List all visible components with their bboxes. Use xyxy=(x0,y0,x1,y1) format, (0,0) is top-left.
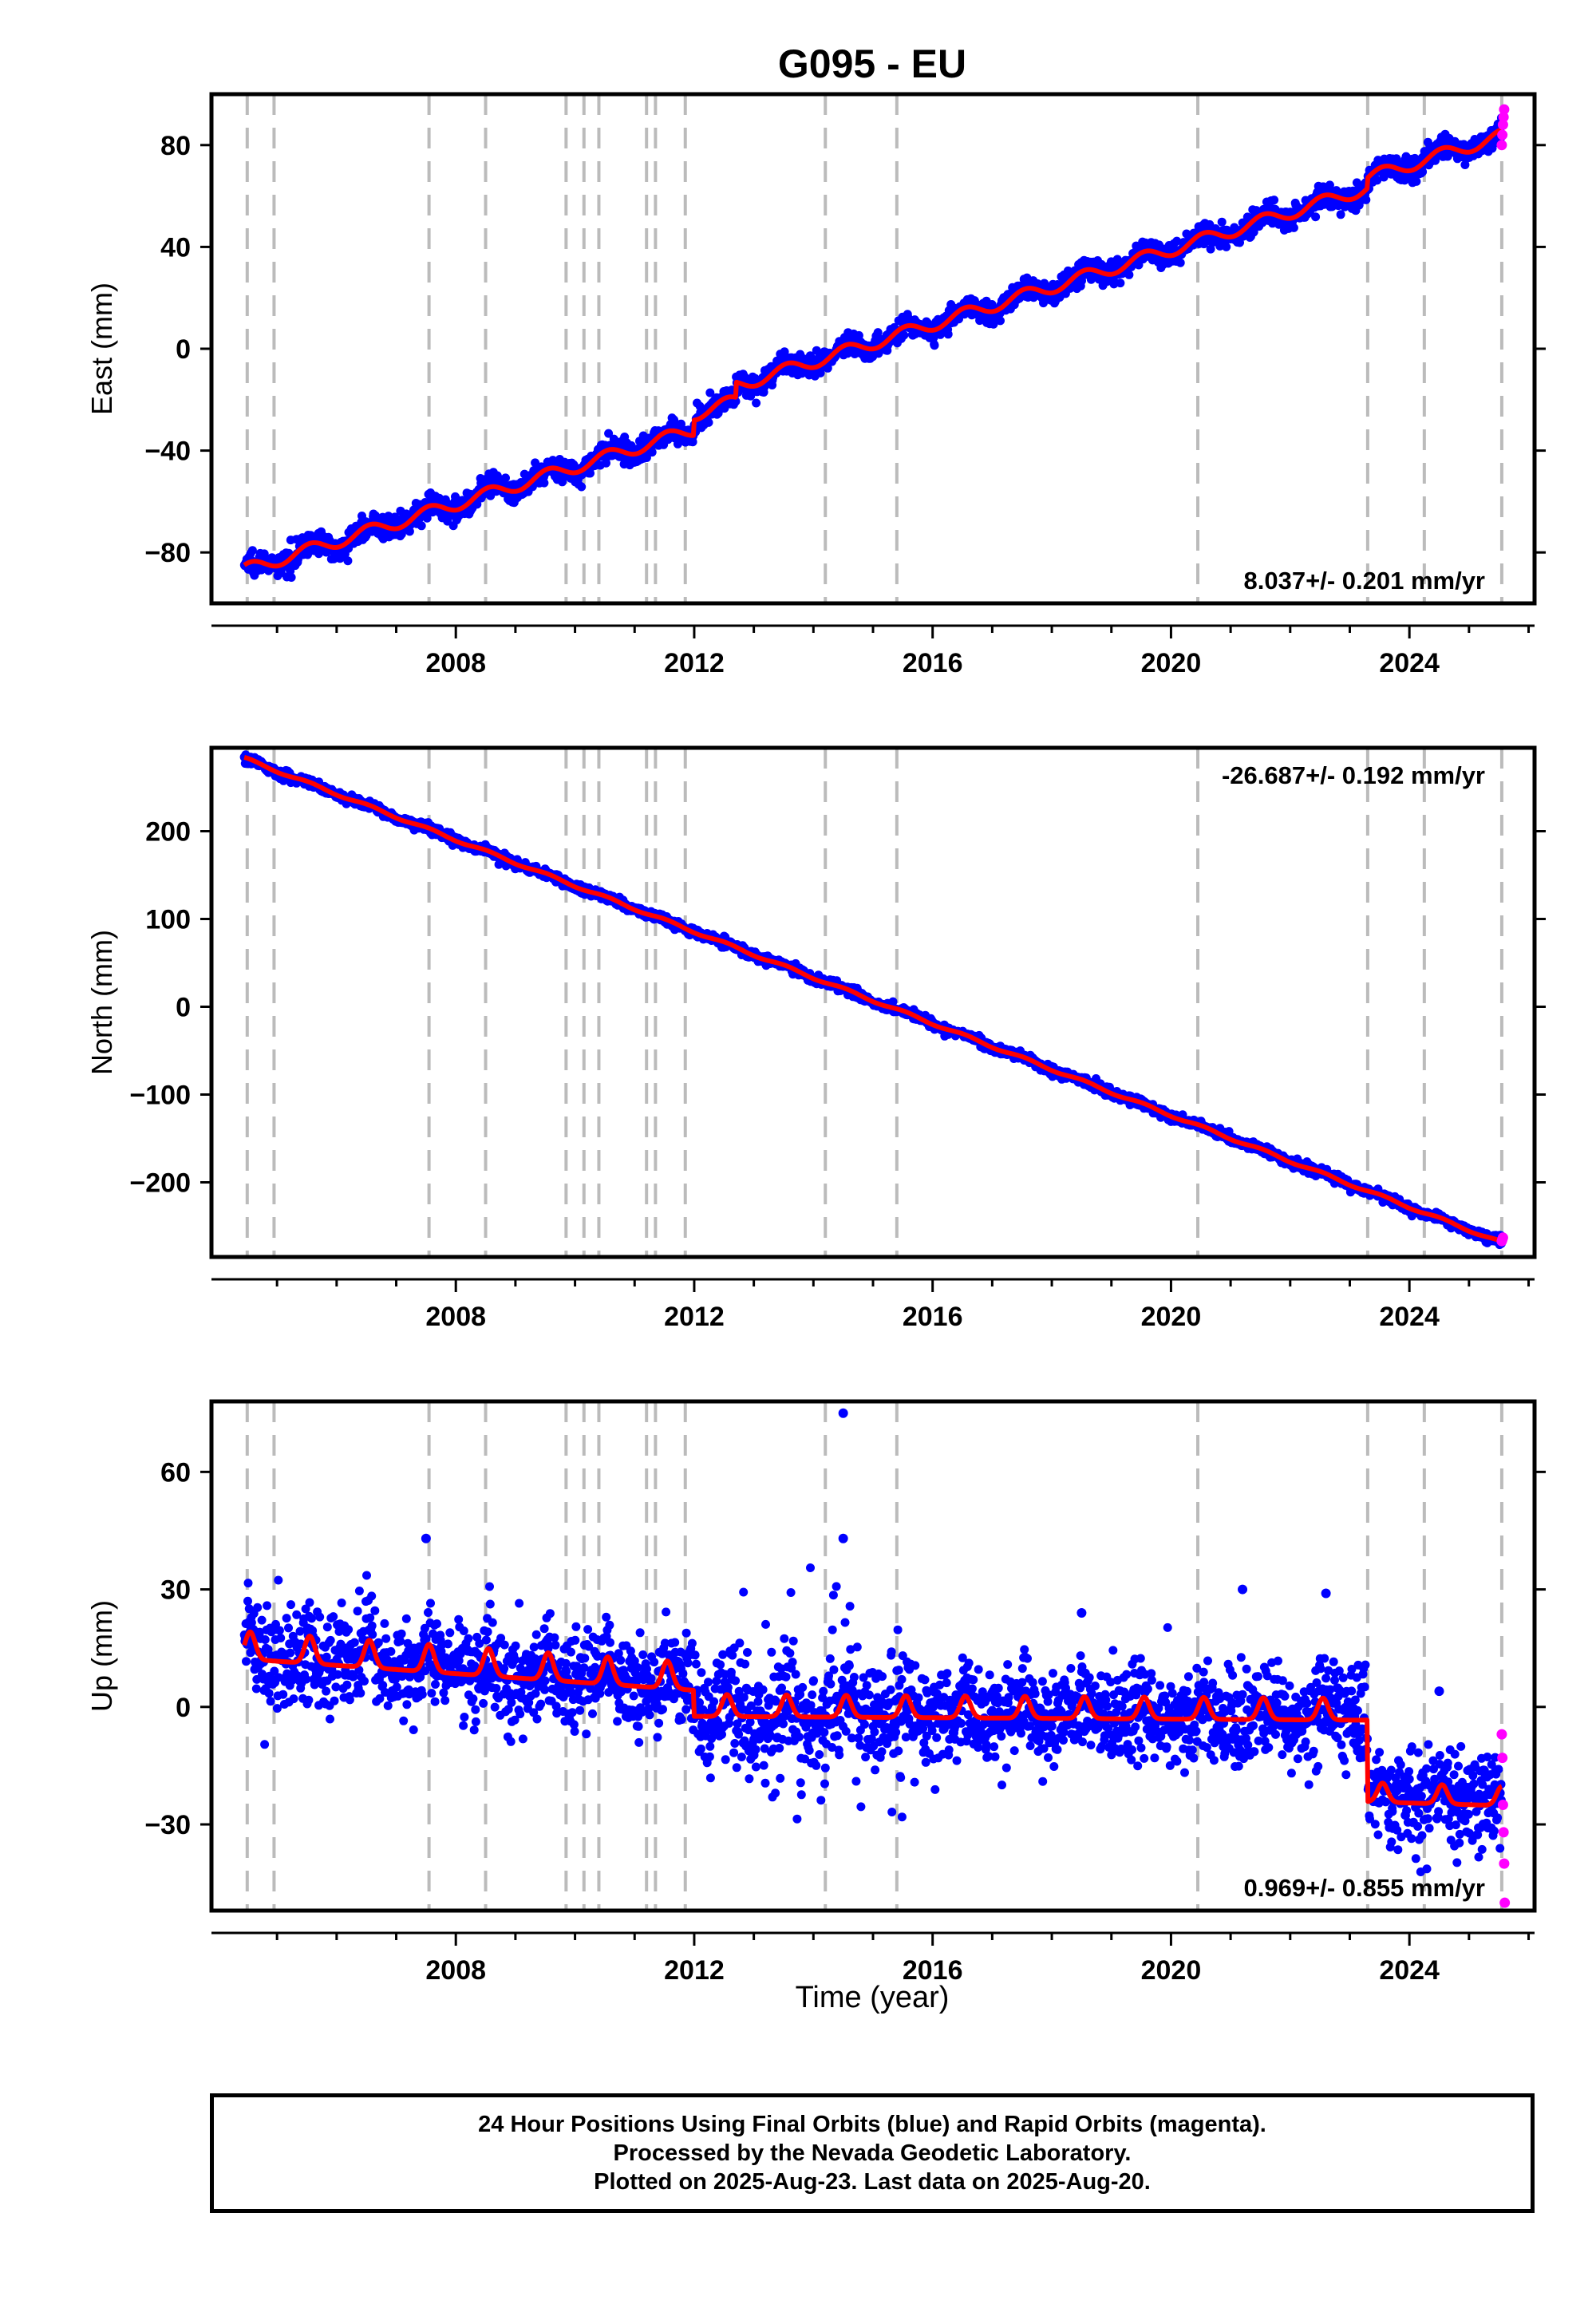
east-point xyxy=(1373,176,1382,185)
east-point xyxy=(531,458,540,468)
east-point xyxy=(647,448,657,457)
east-x-tick-label: 2020 xyxy=(1141,648,1202,678)
east-panel: 2008 2012 2016 2020 2024 −80 −40 0 40 80 East (mm)… xyxy=(85,92,1546,678)
east-point xyxy=(1116,279,1125,288)
east-point xyxy=(626,441,636,450)
east-point xyxy=(247,546,257,555)
east-point xyxy=(501,473,510,483)
east-y-axis-label: East (mm) xyxy=(85,283,118,415)
east-point xyxy=(780,347,789,357)
east-point xyxy=(417,521,426,531)
east-rapid-point xyxy=(1496,140,1507,151)
east-point xyxy=(472,500,482,509)
east-point xyxy=(1217,217,1227,227)
east-point xyxy=(1124,270,1134,279)
east-x-tick-label: 2008 xyxy=(425,648,486,678)
east-point xyxy=(343,556,353,566)
east-point xyxy=(704,417,713,427)
east-point xyxy=(539,478,549,488)
north-panel: 2008 2012 2016 2020 2024−200−1000100200North… xyxy=(85,745,1546,1332)
east-y-tick-label: 80 xyxy=(160,131,191,161)
east-rapid-point xyxy=(1498,112,1509,123)
east-x-tick-label: 2024 xyxy=(1379,648,1440,678)
east-point xyxy=(752,398,761,408)
east-point xyxy=(1361,195,1371,204)
east-point xyxy=(996,316,1005,326)
east-point xyxy=(577,482,587,492)
east-point xyxy=(1222,242,1231,251)
east-y-tick-label: 0 xyxy=(176,334,191,365)
east-point xyxy=(1172,236,1182,246)
east-point xyxy=(1311,212,1321,222)
east-point xyxy=(705,388,715,397)
east-rate-annotation: 8.037+/- 0.201 mm/yr xyxy=(1244,567,1485,595)
east-point xyxy=(1270,196,1279,205)
east-point xyxy=(930,341,939,350)
east-plot-area xyxy=(239,94,1510,603)
east-point xyxy=(602,458,610,468)
east-y-tick-label: 40 xyxy=(160,232,191,263)
figure-title: G095 - EU xyxy=(778,41,966,86)
east-point xyxy=(1289,223,1298,232)
east-point xyxy=(1175,258,1185,267)
east-point xyxy=(989,319,998,329)
east-rapid-point xyxy=(1499,104,1510,115)
east-point xyxy=(422,513,432,523)
east-point xyxy=(286,573,296,582)
east-point xyxy=(943,330,953,339)
east-point xyxy=(899,330,909,340)
east-x-tick-label: 2012 xyxy=(664,648,725,678)
east-y-tick-label: −40 xyxy=(144,437,191,467)
east-point xyxy=(1336,210,1345,219)
east-point xyxy=(746,391,756,401)
east-point xyxy=(1418,167,1428,176)
north-plot-area xyxy=(239,748,1508,1257)
east-y-tick-label: −80 xyxy=(144,538,191,568)
east-rapid-point xyxy=(1497,119,1508,130)
east-point xyxy=(1412,176,1421,186)
east-point xyxy=(873,328,883,338)
east-model-line xyxy=(243,127,1503,569)
east-point xyxy=(1039,298,1048,308)
east-x-tick-label: 2016 xyxy=(903,648,963,678)
east-point xyxy=(604,429,614,438)
east-rapid-point xyxy=(1497,129,1508,140)
east-point xyxy=(1206,244,1215,254)
